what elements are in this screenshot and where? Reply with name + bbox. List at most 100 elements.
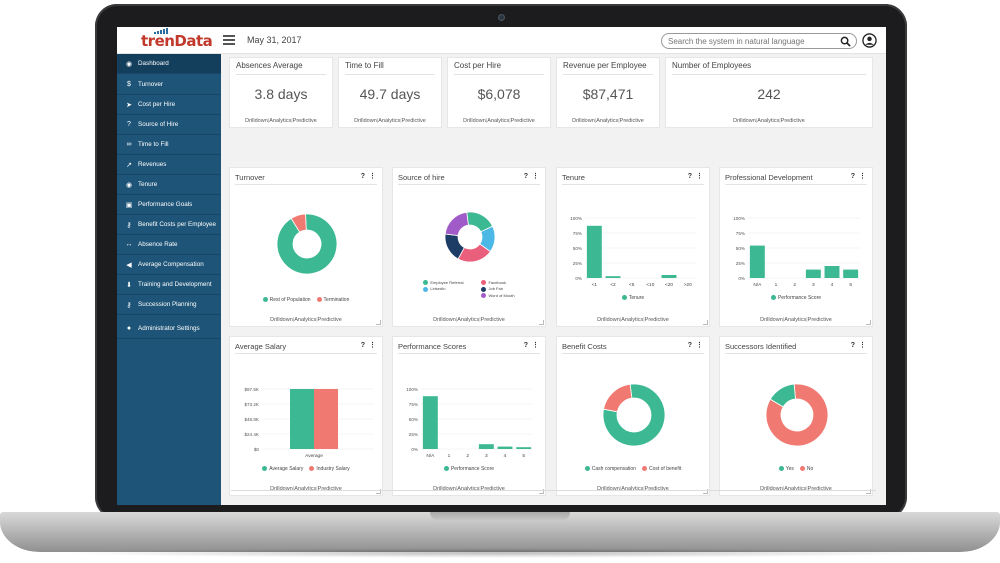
analytics-link[interactable]: Analytics: [621, 486, 644, 492]
bar[interactable]: [661, 275, 677, 278]
search-input[interactable]: [668, 35, 832, 47]
bar[interactable]: [843, 269, 859, 278]
help-icon[interactable]: ?: [687, 173, 692, 180]
drilldown-link[interactable]: Drilldown: [463, 118, 486, 124]
analytics-link[interactable]: Analytics: [294, 317, 317, 323]
predictive-link[interactable]: Predictive: [401, 118, 426, 124]
legend-item[interactable]: Facebook: [481, 280, 514, 286]
drilldown-link[interactable]: Drilldown: [572, 118, 595, 124]
analytics-link[interactable]: Analytics: [621, 317, 644, 323]
legend-item[interactable]: Performance Score: [770, 295, 821, 301]
sidebar-item-turnover[interactable]: $ Turnover: [117, 75, 221, 95]
more-options-icon[interactable]: ⋮: [532, 342, 539, 349]
more-options-icon[interactable]: ⋮: [859, 342, 866, 349]
sidebar-item-absence-rate[interactable]: ↔ Absence Rate: [117, 235, 221, 255]
drilldown-link[interactable]: Drilldown: [354, 118, 377, 124]
legend-item[interactable]: Employee Referral: [423, 280, 463, 286]
pie-slice[interactable]: [769, 383, 796, 408]
legend-item[interactable]: Termination: [316, 297, 349, 303]
sidebar-item-tenure[interactable]: ◉ Tenure: [117, 175, 221, 195]
more-options-icon[interactable]: ⋮: [369, 173, 376, 180]
sidebar-item-performance-goals[interactable]: ▣ Performance Goals: [117, 195, 221, 215]
pie-slice[interactable]: [603, 383, 633, 413]
analytics-link[interactable]: Analytics: [784, 317, 807, 323]
sidebar-item-dashboard[interactable]: ◉ Dashboard: [117, 54, 221, 74]
legend-item[interactable]: Performance Score: [443, 466, 494, 472]
bar[interactable]: [422, 396, 438, 449]
bar[interactable]: [290, 389, 314, 449]
legend-item[interactable]: Job Fair: [481, 286, 514, 292]
legend-item[interactable]: Tenure: [621, 295, 644, 301]
legend-item[interactable]: No: [799, 466, 813, 472]
analytics-link[interactable]: Analytics: [457, 317, 480, 323]
help-icon[interactable]: ?: [360, 342, 365, 349]
sidebar-item-benefit-costs[interactable]: ⚷ Benefit Costs per Employee: [117, 215, 221, 235]
sidebar-item-admin-settings[interactable]: ● Administrator Settings: [117, 319, 221, 339]
analytics-link[interactable]: Analytics: [596, 118, 619, 124]
legend-item[interactable]: Yes: [778, 466, 794, 472]
analytics-link[interactable]: Analytics: [784, 486, 807, 492]
help-icon[interactable]: ?: [523, 342, 528, 349]
drilldown-link[interactable]: Drilldown: [433, 486, 456, 492]
legend-item[interactable]: Cash compensation: [584, 466, 636, 472]
help-icon[interactable]: ?: [523, 173, 528, 180]
analytics-link[interactable]: Analytics: [294, 486, 317, 492]
predictive-link[interactable]: Predictive: [510, 118, 535, 124]
predictive-link[interactable]: Predictive: [644, 486, 669, 492]
drilldown-link[interactable]: Drilldown: [270, 317, 293, 323]
sidebar-item-training[interactable]: ⬇ Training and Development: [117, 275, 221, 295]
more-options-icon[interactable]: ⋮: [696, 173, 703, 180]
analytics-link[interactable]: Analytics: [269, 118, 292, 124]
help-icon[interactable]: ?: [687, 342, 692, 349]
sidebar-item-source-of-hire[interactable]: ? Source of Hire: [117, 115, 221, 135]
pie-slice[interactable]: [276, 213, 338, 275]
sidebar-item-revenues[interactable]: ↗ Revenues: [117, 155, 221, 175]
legend-item[interactable]: Average Salary: [262, 466, 303, 472]
bar[interactable]: [824, 266, 840, 278]
predictive-link[interactable]: Predictive: [480, 317, 505, 323]
drilldown-link[interactable]: Drilldown: [597, 486, 620, 492]
bar[interactable]: [478, 444, 494, 449]
help-icon[interactable]: ?: [360, 173, 365, 180]
analytics-link[interactable]: Analytics: [487, 118, 510, 124]
sidebar-item-time-to-fill[interactable]: ∞ Time to Fill: [117, 135, 221, 155]
help-icon[interactable]: ?: [850, 342, 855, 349]
predictive-link[interactable]: Predictive: [807, 317, 832, 323]
sidebar-item-cost-per-hire[interactable]: ➤ Cost per Hire: [117, 95, 221, 115]
bar[interactable]: [749, 245, 765, 278]
drilldown-link[interactable]: Drilldown: [760, 486, 783, 492]
pie-slice[interactable]: [290, 213, 307, 233]
predictive-link[interactable]: Predictive: [317, 486, 342, 492]
bar[interactable]: [497, 446, 513, 449]
bar[interactable]: [586, 225, 602, 278]
hamburger-menu-icon[interactable]: [223, 35, 235, 45]
sidebar-item-average-compensation[interactable]: ◀ Average Compensation: [117, 255, 221, 275]
bar[interactable]: [805, 269, 821, 278]
help-icon[interactable]: ?: [850, 173, 855, 180]
predictive-link[interactable]: Predictive: [292, 118, 317, 124]
predictive-link[interactable]: Predictive: [619, 118, 644, 124]
analytics-link[interactable]: Analytics: [457, 486, 480, 492]
more-options-icon[interactable]: ⋮: [859, 173, 866, 180]
predictive-link[interactable]: Predictive: [780, 118, 805, 124]
bar[interactable]: [605, 276, 621, 278]
sidebar-item-succession[interactable]: ⚷ Succession Planning: [117, 295, 221, 315]
analytics-link[interactable]: Analytics: [757, 118, 780, 124]
more-options-icon[interactable]: ⋮: [532, 173, 539, 180]
legend-item[interactable]: Industry Salary: [309, 466, 350, 472]
legend-item[interactable]: Word of Mouth: [481, 293, 515, 299]
pie-slice[interactable]: [444, 211, 469, 237]
search-icon[interactable]: [840, 36, 851, 47]
drilldown-link[interactable]: Drilldown: [733, 118, 756, 124]
pie-slice[interactable]: [765, 383, 829, 447]
drilldown-link[interactable]: Drilldown: [433, 317, 456, 323]
more-options-icon[interactable]: ⋮: [369, 342, 376, 349]
predictive-link[interactable]: Predictive: [317, 317, 342, 323]
predictive-link[interactable]: Predictive: [644, 317, 669, 323]
legend-item[interactable]: LinkedIn: [423, 286, 463, 292]
predictive-link[interactable]: Predictive: [807, 486, 832, 492]
drilldown-link[interactable]: Drilldown: [270, 486, 293, 492]
pie-slice[interactable]: [602, 383, 666, 447]
bar[interactable]: [516, 447, 532, 449]
analytics-link[interactable]: Analytics: [378, 118, 401, 124]
